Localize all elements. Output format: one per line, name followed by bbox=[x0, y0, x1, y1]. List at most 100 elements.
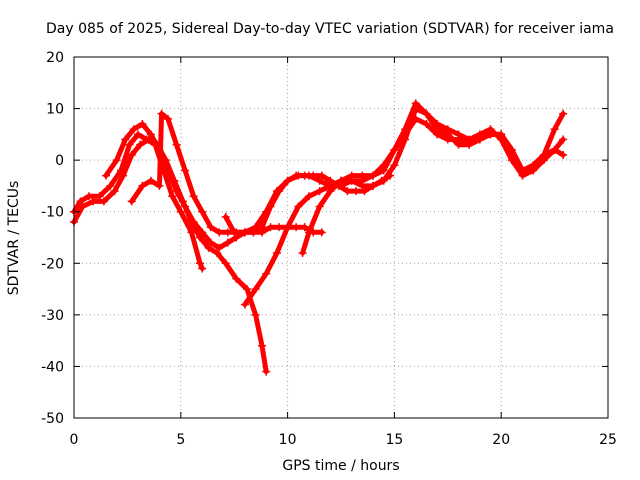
data-point bbox=[223, 238, 232, 247]
y-tick-label: -10 bbox=[41, 205, 64, 221]
data-point bbox=[138, 181, 147, 190]
data-point bbox=[518, 166, 527, 175]
series-track-6 bbox=[240, 104, 568, 309]
data-point bbox=[146, 176, 155, 185]
data-point bbox=[347, 171, 356, 180]
data-point bbox=[240, 228, 249, 237]
data-point bbox=[198, 228, 207, 237]
data-point bbox=[84, 192, 93, 201]
data-point bbox=[390, 145, 399, 154]
data-point bbox=[240, 300, 249, 309]
data-point bbox=[497, 130, 506, 139]
series-layer bbox=[70, 99, 568, 376]
data-point bbox=[251, 223, 260, 232]
data-point bbox=[78, 202, 87, 211]
data-point bbox=[262, 269, 271, 278]
data-point bbox=[172, 140, 181, 149]
series-track-line bbox=[71, 131, 205, 271]
data-point bbox=[539, 150, 548, 159]
data-point bbox=[168, 192, 177, 201]
data-point bbox=[283, 223, 292, 232]
data-point bbox=[454, 140, 463, 149]
data-point bbox=[89, 197, 98, 206]
series-track-line bbox=[223, 116, 566, 235]
data-point bbox=[129, 125, 138, 134]
data-point bbox=[559, 109, 568, 118]
data-point bbox=[266, 223, 275, 232]
data-point bbox=[401, 125, 410, 134]
data-point bbox=[304, 228, 313, 237]
data-point bbox=[422, 109, 431, 118]
data-point bbox=[121, 135, 130, 144]
data-point bbox=[127, 197, 136, 206]
data-point bbox=[337, 176, 345, 185]
data-point bbox=[127, 150, 136, 159]
data-point bbox=[215, 243, 224, 252]
data-point bbox=[172, 187, 181, 196]
data-point bbox=[315, 202, 324, 211]
data-point bbox=[206, 223, 215, 232]
y-axis-title: SDTVAR / TECUs bbox=[6, 181, 22, 296]
data-point bbox=[196, 259, 205, 268]
data-point bbox=[204, 243, 213, 252]
data-point bbox=[221, 259, 230, 268]
data-point bbox=[298, 248, 307, 257]
x-tick-label: 25 bbox=[599, 432, 617, 448]
data-point bbox=[443, 130, 452, 139]
data-point bbox=[163, 114, 172, 123]
y-tick-label: -40 bbox=[41, 359, 64, 375]
data-point bbox=[134, 130, 143, 139]
data-point bbox=[559, 135, 568, 144]
data-point bbox=[163, 166, 172, 175]
y-tick-label: -50 bbox=[41, 411, 64, 427]
data-point bbox=[155, 181, 164, 190]
data-point bbox=[76, 197, 85, 206]
data-point bbox=[213, 248, 222, 257]
data-point bbox=[343, 187, 352, 196]
data-point bbox=[243, 285, 252, 294]
data-point bbox=[292, 223, 301, 232]
y-tick-label: 20 bbox=[46, 50, 64, 66]
series-track-1 bbox=[70, 130, 207, 273]
data-point bbox=[283, 176, 292, 185]
data-point bbox=[369, 171, 378, 180]
plot-frame bbox=[73, 56, 609, 419]
data-point bbox=[138, 120, 147, 129]
data-point bbox=[176, 207, 185, 216]
data-point bbox=[215, 228, 224, 237]
data-point bbox=[102, 171, 111, 180]
axis-ticks: 0 5 10 15 20 25 -50 -40 -30 -20 -10 0 10 20 bbox=[41, 50, 617, 448]
data-point bbox=[294, 202, 303, 211]
x-tick-label: 15 bbox=[385, 432, 403, 448]
x-tick-label: 0 bbox=[70, 432, 79, 448]
data-point bbox=[411, 99, 420, 108]
data-point bbox=[272, 248, 281, 257]
data-point bbox=[206, 238, 215, 247]
data-point bbox=[189, 218, 198, 227]
series-track-7 bbox=[298, 99, 568, 257]
data-point bbox=[433, 125, 442, 134]
data-point bbox=[317, 171, 326, 180]
series-track-line bbox=[242, 106, 566, 307]
data-point bbox=[272, 187, 281, 196]
data-point bbox=[187, 228, 196, 237]
data-point bbox=[257, 341, 266, 350]
data-point bbox=[360, 187, 369, 196]
x-tick-label: 20 bbox=[492, 432, 510, 448]
data-point bbox=[550, 125, 559, 134]
data-point bbox=[379, 166, 388, 175]
data-point bbox=[181, 202, 190, 211]
data-point bbox=[181, 166, 190, 175]
data-point bbox=[136, 140, 145, 149]
data-point bbox=[275, 223, 284, 232]
data-point bbox=[221, 212, 230, 221]
data-point bbox=[125, 140, 134, 149]
data-point bbox=[251, 310, 260, 319]
data-point bbox=[230, 228, 239, 237]
data-point bbox=[454, 130, 463, 139]
data-point bbox=[358, 181, 367, 190]
series-track-line bbox=[129, 111, 393, 235]
data-point bbox=[300, 223, 309, 232]
data-point bbox=[294, 171, 303, 180]
y-tick-label: -30 bbox=[41, 308, 64, 324]
